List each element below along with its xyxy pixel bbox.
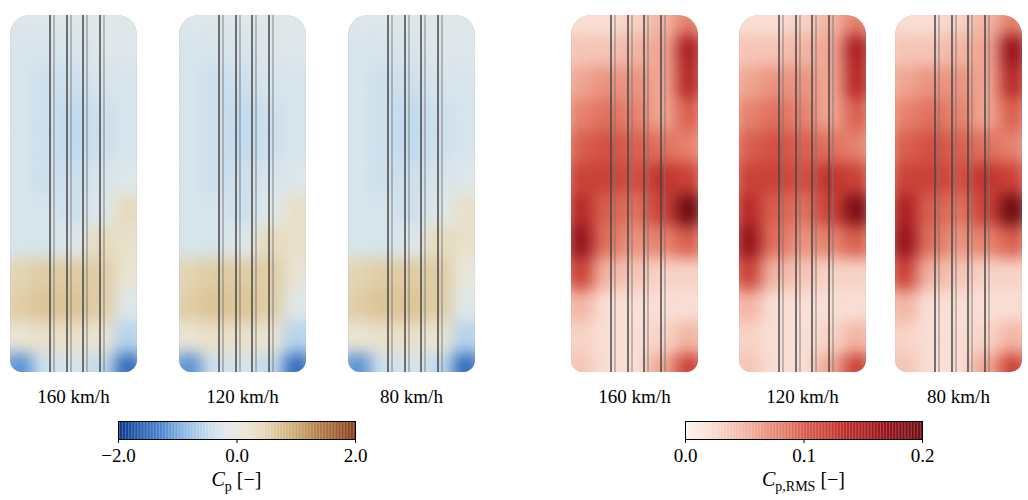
html-text:160 km/h: 160 km/h bbox=[598, 386, 671, 407]
svg-text:0.2: 0.2 bbox=[911, 445, 935, 466]
svg-text:0.0: 0.0 bbox=[674, 445, 698, 466]
html-text:120 km/h: 120 km/h bbox=[206, 386, 279, 407]
html-text:80 km/h: 80 km/h bbox=[927, 386, 990, 407]
svg-text:2.0: 2.0 bbox=[344, 445, 368, 466]
svg-text:−2.0: −2.0 bbox=[101, 445, 135, 466]
html-text:160 km/h: 160 km/h bbox=[37, 386, 110, 407]
svg-text:0.1: 0.1 bbox=[792, 445, 816, 466]
html-text:Cp[−]: Cp[−] bbox=[211, 468, 262, 494]
html-text:Cp,RMS[−]: Cp,RMS[−] bbox=[762, 468, 845, 494]
html-text:80 km/h: 80 km/h bbox=[380, 386, 443, 407]
svg-text:0.0: 0.0 bbox=[225, 445, 249, 466]
html-text:120 km/h: 120 km/h bbox=[766, 386, 839, 407]
